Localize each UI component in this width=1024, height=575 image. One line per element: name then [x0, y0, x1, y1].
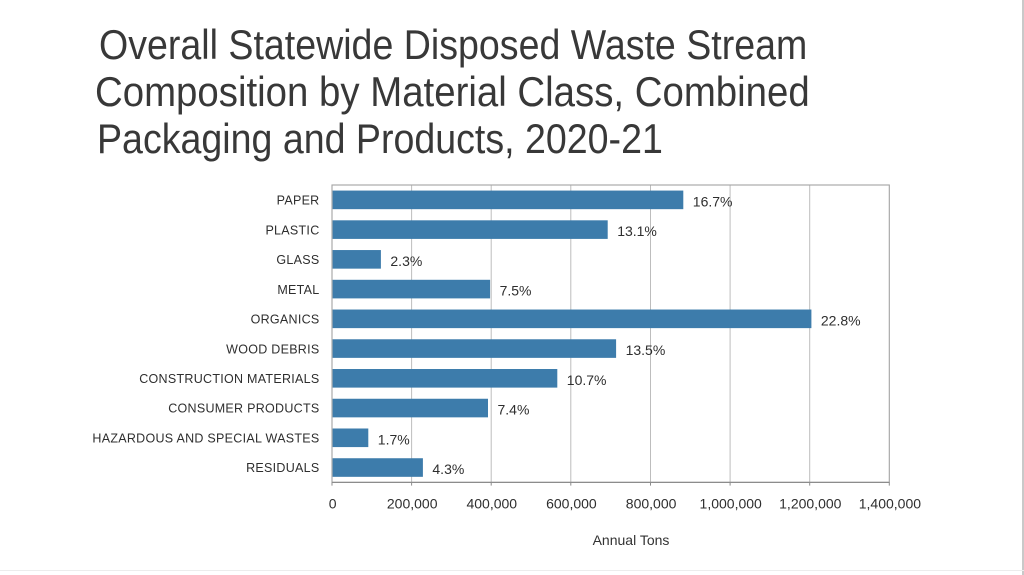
svg-text:1,000,000: 1,000,000 [700, 496, 762, 512]
svg-text:7.4%: 7.4% [498, 402, 530, 418]
svg-text:METAL: METAL [277, 283, 319, 297]
svg-text:PLASTIC: PLASTIC [265, 223, 319, 237]
svg-text:600,000: 600,000 [546, 496, 597, 512]
svg-text:RESIDUALS: RESIDUALS [246, 461, 319, 475]
svg-text:CONSTRUCTION MATERIALS: CONSTRUCTION MATERIALS [139, 372, 319, 386]
svg-text:Annual Tons: Annual Tons [593, 532, 670, 548]
svg-text:PAPER: PAPER [277, 194, 320, 208]
svg-text:1,200,000: 1,200,000 [779, 496, 841, 512]
svg-text:400,000: 400,000 [466, 496, 517, 512]
svg-text:2.3%: 2.3% [390, 253, 422, 269]
svg-text:ORGANICS: ORGANICS [251, 313, 320, 327]
svg-text:4.3%: 4.3% [432, 461, 464, 477]
svg-text:16.7%: 16.7% [693, 194, 733, 210]
svg-text:7.5%: 7.5% [500, 283, 532, 299]
svg-text:22.8%: 22.8% [821, 312, 861, 328]
svg-text:800,000: 800,000 [626, 496, 677, 512]
svg-text:CONSUMER PRODUCTS: CONSUMER PRODUCTS [168, 402, 319, 416]
svg-text:200,000: 200,000 [387, 496, 438, 512]
svg-text:HAZARDOUS AND SPECIAL WASTES: HAZARDOUS AND SPECIAL WASTES [92, 432, 319, 446]
svg-text:GLASS: GLASS [276, 253, 319, 267]
svg-text:WOOD DEBRIS: WOOD DEBRIS [226, 342, 319, 356]
svg-text:0: 0 [329, 496, 337, 512]
svg-text:1,400,000: 1,400,000 [859, 496, 921, 512]
svg-text:13.1%: 13.1% [617, 223, 657, 239]
svg-text:1.7%: 1.7% [378, 431, 410, 447]
svg-text:13.5%: 13.5% [626, 342, 666, 358]
svg-text:10.7%: 10.7% [567, 372, 607, 388]
